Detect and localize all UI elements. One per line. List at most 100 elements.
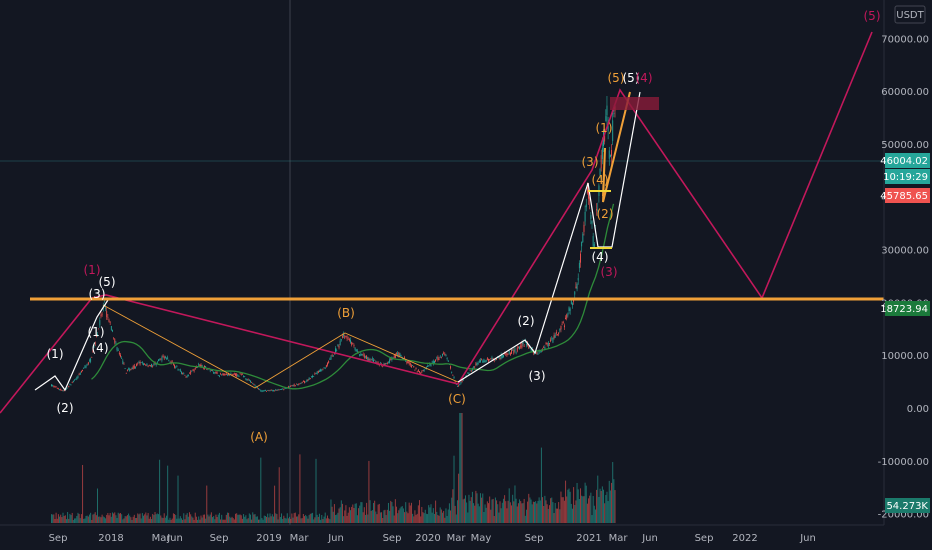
candle-body (582, 233, 584, 243)
volume-bar (473, 503, 475, 523)
candle-body (507, 353, 509, 355)
volume-bar (80, 514, 82, 523)
candle-body (604, 133, 606, 142)
candle-body (521, 342, 523, 348)
wave-label: (5) (99, 275, 116, 289)
candle-body (409, 362, 411, 366)
price-badge (885, 301, 930, 316)
candle-body (424, 367, 426, 369)
volume-bar (479, 493, 481, 523)
volume-bar (409, 505, 411, 523)
candle-body (459, 383, 461, 385)
volume-bar (523, 498, 525, 523)
volume-bar (144, 514, 146, 523)
candle-body (345, 336, 347, 338)
wave-label: (1) (88, 325, 105, 339)
volume-bar (475, 490, 477, 523)
candle-body (466, 375, 468, 377)
wave-drawings[interactable] (0, 31, 873, 414)
candle-body (53, 385, 55, 387)
candle-body (158, 359, 159, 362)
volume-bar (430, 504, 432, 523)
candle-body (97, 333, 98, 336)
volume-bar (68, 518, 70, 523)
x-tick-label: Mar (152, 533, 172, 544)
candle-body (95, 334, 97, 337)
candle-body (498, 356, 500, 359)
volume-bar (471, 491, 473, 523)
currency-box[interactable] (894, 5, 926, 24)
volume-bar (585, 485, 587, 523)
volume-bar (251, 519, 253, 523)
volume-bars (51, 413, 616, 523)
volume-bar (458, 473, 460, 523)
volume-bar (147, 513, 149, 523)
candle-body (258, 388, 259, 390)
candle-body (298, 384, 300, 386)
candle-body (330, 356, 332, 360)
orange-abc-path[interactable] (102, 304, 459, 389)
candle-body (289, 386, 291, 388)
candle-body (122, 360, 124, 365)
wave-label: (1) (47, 347, 64, 361)
candle-body (366, 355, 368, 360)
volume-bar (59, 516, 61, 523)
white-1-5-path[interactable] (34, 299, 109, 392)
volume-bar (460, 413, 462, 523)
volume-bar (600, 490, 602, 523)
volume-bar (390, 500, 392, 523)
candle-body (159, 359, 161, 361)
candle-body (601, 147, 603, 160)
volume-bar (206, 485, 208, 523)
volume-bar (124, 516, 126, 523)
candle-body (181, 372, 182, 374)
candle-body (163, 356, 165, 359)
volume-bar (266, 516, 268, 523)
volume-bar (65, 519, 67, 523)
volume-bar (463, 498, 465, 523)
volume-bar (536, 503, 538, 523)
wave-label: (2) (57, 401, 74, 415)
volume-badge (885, 498, 930, 513)
volume-bar (331, 506, 333, 523)
volume-bar (601, 486, 603, 523)
candle-body (474, 366, 476, 368)
volume-bar (252, 512, 254, 523)
orange-wave-2021-path[interactable] (602, 91, 631, 203)
volume-bar (371, 510, 373, 523)
candle-body (325, 365, 327, 368)
volume-bar (451, 497, 453, 523)
candle-body (129, 368, 131, 372)
volume-bar (338, 508, 340, 523)
candle-body (80, 370, 82, 373)
volume-bar (461, 413, 463, 523)
candle-body (408, 361, 410, 364)
candle-body (267, 390, 269, 391)
volume-bar (281, 513, 283, 523)
candle-body (137, 363, 139, 364)
y-tick-label: 30000.00 (881, 246, 929, 257)
volume-bar (305, 514, 307, 523)
volume-bar (570, 503, 572, 523)
volume-bar (361, 502, 363, 523)
volume-bar (333, 504, 335, 523)
candle-body (379, 362, 381, 364)
target-zone[interactable] (610, 97, 659, 110)
volume-bar (221, 514, 223, 523)
candle-body (458, 385, 460, 387)
x-tick-label: Sep (49, 533, 68, 544)
volume-bar (199, 519, 201, 523)
volume-badge-label: 54.273K (886, 501, 928, 512)
candle-body (261, 390, 263, 392)
candle-body (389, 359, 391, 363)
volume-bar (396, 506, 398, 523)
volume-bar (410, 502, 412, 523)
volume-bar (423, 513, 425, 523)
volume-bar (529, 497, 531, 523)
candle-body (239, 373, 241, 375)
candle-body (176, 366, 178, 367)
volume-bar (356, 515, 358, 523)
candle-body (547, 342, 549, 347)
